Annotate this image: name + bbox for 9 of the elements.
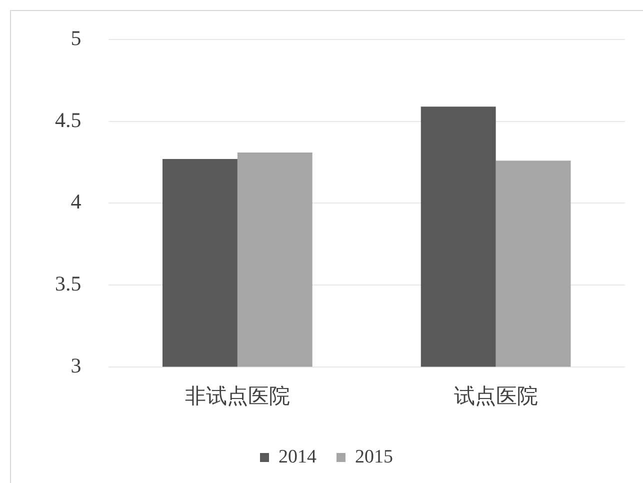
y-tick-label: 5 (70, 26, 82, 50)
y-tick-label: 4.5 (55, 108, 82, 132)
y-tick-label: 4 (70, 190, 82, 214)
y-tick-label: 3.5 (55, 272, 82, 296)
y-tick-label: 3 (70, 353, 82, 378)
legend-label: 2015 (355, 446, 393, 468)
legend-label: 2014 (278, 446, 317, 468)
x-tick-label: 非试点医院 (184, 384, 290, 408)
x-tick-label: 试点医院 (454, 384, 538, 408)
